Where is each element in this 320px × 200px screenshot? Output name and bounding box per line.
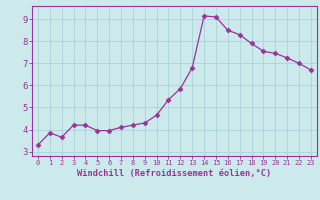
X-axis label: Windchill (Refroidissement éolien,°C): Windchill (Refroidissement éolien,°C) [77, 169, 272, 178]
